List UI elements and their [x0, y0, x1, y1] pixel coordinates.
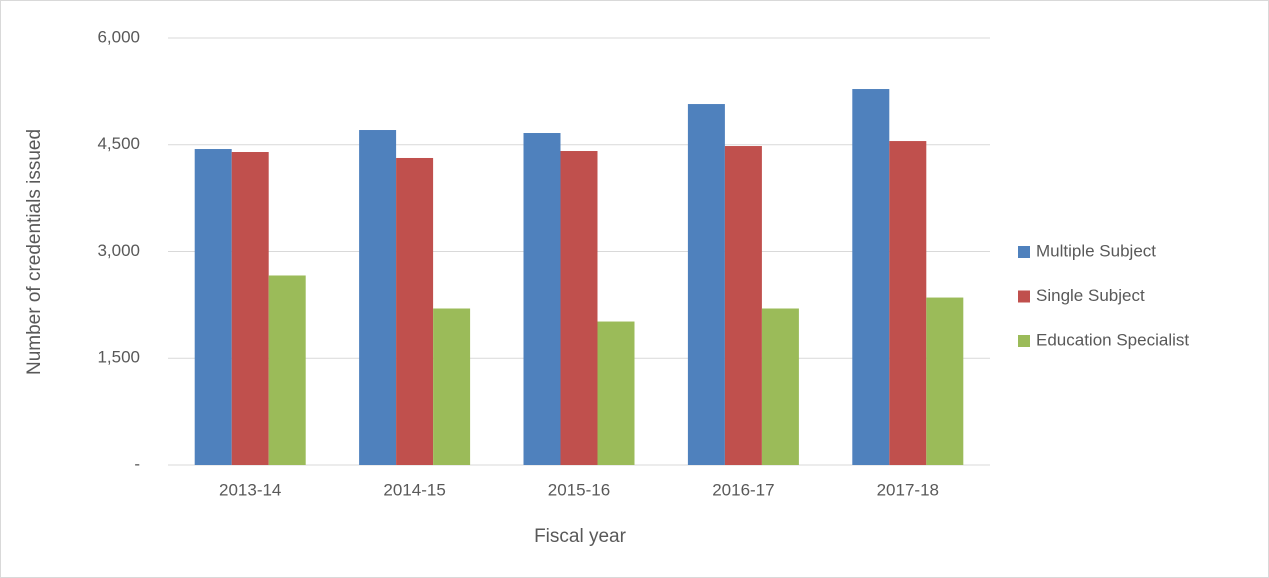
legend-swatch	[1018, 246, 1030, 258]
legend-label: Single Subject	[1036, 286, 1145, 305]
legend-swatch	[1018, 290, 1030, 303]
bar	[433, 308, 471, 465]
bar	[761, 308, 799, 465]
bar	[359, 130, 397, 465]
bar	[852, 89, 890, 466]
y-tick-label: -	[134, 454, 140, 473]
bar	[724, 146, 762, 465]
x-tick-label: 2014-15	[383, 480, 445, 499]
y-tick-label: 1,500	[97, 348, 140, 367]
bar	[597, 321, 635, 465]
legend-swatch	[1018, 335, 1030, 347]
x-axis-label: Fiscal year	[534, 526, 627, 547]
bar	[396, 157, 434, 465]
y-tick-label: 3,000	[97, 241, 140, 260]
bar	[560, 151, 598, 465]
legend-label: Education Specialist	[1036, 330, 1189, 349]
bar	[194, 149, 232, 465]
x-tick-label: 2015-16	[548, 480, 610, 499]
x-tick-label: 2013-14	[219, 480, 281, 499]
legend-label: Multiple Subject	[1036, 241, 1156, 260]
x-tick-label: 2016-17	[712, 480, 774, 499]
bar	[687, 104, 725, 465]
x-tick-label: 2017-18	[877, 480, 939, 499]
bar	[889, 141, 927, 466]
y-axis-label: Number of credentials issued	[24, 129, 45, 375]
bar	[268, 275, 306, 465]
y-tick-label: 6,000	[97, 27, 140, 46]
bar	[523, 133, 561, 465]
bar	[231, 152, 269, 465]
y-tick-label: 4,500	[97, 134, 140, 153]
bar	[926, 297, 964, 465]
